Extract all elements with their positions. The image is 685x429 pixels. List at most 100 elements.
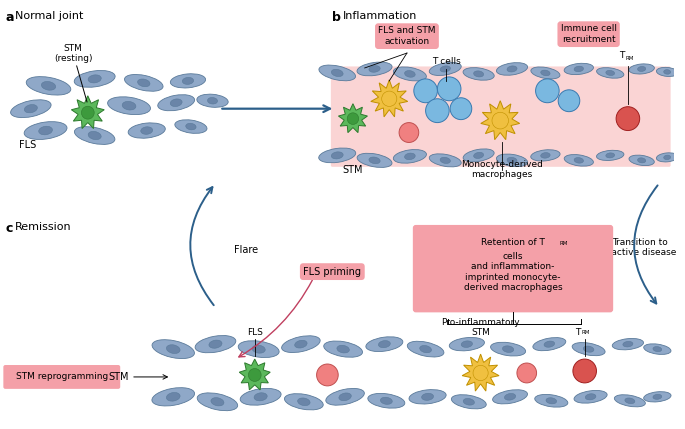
Ellipse shape — [507, 66, 517, 72]
Ellipse shape — [574, 390, 607, 403]
Ellipse shape — [429, 63, 461, 76]
Ellipse shape — [653, 394, 662, 399]
Circle shape — [347, 113, 359, 124]
Polygon shape — [481, 101, 520, 140]
Ellipse shape — [171, 99, 182, 106]
Ellipse shape — [186, 123, 196, 130]
Ellipse shape — [564, 154, 593, 166]
Ellipse shape — [638, 158, 646, 163]
Circle shape — [249, 369, 261, 381]
Ellipse shape — [380, 397, 393, 404]
Text: RM: RM — [626, 56, 634, 61]
Ellipse shape — [254, 393, 267, 401]
Ellipse shape — [497, 154, 527, 166]
Text: Remission: Remission — [15, 222, 72, 232]
Text: STM
(resting): STM (resting) — [54, 44, 92, 102]
Circle shape — [450, 98, 472, 120]
Ellipse shape — [597, 68, 624, 78]
Ellipse shape — [10, 100, 51, 118]
Ellipse shape — [357, 153, 392, 167]
Ellipse shape — [405, 153, 415, 160]
Text: FLS: FLS — [247, 328, 262, 337]
Ellipse shape — [664, 69, 671, 74]
Ellipse shape — [171, 74, 206, 88]
Ellipse shape — [152, 388, 195, 406]
Ellipse shape — [546, 398, 557, 404]
Ellipse shape — [158, 95, 195, 111]
Ellipse shape — [197, 393, 238, 411]
Ellipse shape — [606, 70, 614, 76]
Ellipse shape — [332, 69, 343, 76]
Text: T cells: T cells — [432, 57, 460, 66]
Ellipse shape — [473, 71, 484, 77]
Ellipse shape — [175, 120, 207, 133]
Ellipse shape — [429, 154, 461, 167]
Ellipse shape — [166, 393, 180, 401]
Ellipse shape — [409, 390, 446, 404]
Polygon shape — [371, 80, 408, 117]
Ellipse shape — [420, 345, 432, 353]
Ellipse shape — [337, 345, 349, 353]
Text: STM reprogramming: STM reprogramming — [16, 372, 108, 381]
Ellipse shape — [644, 392, 671, 402]
Text: Flare: Flare — [234, 245, 258, 255]
Text: Retention of T: Retention of T — [481, 238, 545, 247]
Ellipse shape — [75, 127, 115, 145]
Text: FLS: FLS — [19, 140, 36, 151]
Ellipse shape — [574, 66, 584, 72]
Ellipse shape — [319, 148, 356, 163]
Ellipse shape — [141, 127, 153, 134]
Ellipse shape — [209, 340, 222, 348]
Ellipse shape — [653, 347, 662, 352]
Ellipse shape — [614, 395, 645, 407]
Text: Pro-inflammatory
STM: Pro-inflammatory STM — [441, 318, 520, 337]
Text: Normal joint: Normal joint — [15, 11, 84, 21]
Ellipse shape — [152, 340, 195, 359]
Ellipse shape — [88, 131, 101, 140]
Ellipse shape — [25, 105, 38, 113]
Circle shape — [536, 79, 559, 103]
Ellipse shape — [507, 157, 517, 163]
Ellipse shape — [597, 150, 624, 160]
Ellipse shape — [195, 335, 236, 353]
Ellipse shape — [490, 342, 525, 356]
Ellipse shape — [463, 68, 494, 80]
Ellipse shape — [125, 75, 163, 91]
Text: FLS and STM
activation: FLS and STM activation — [378, 27, 436, 46]
Ellipse shape — [282, 336, 320, 353]
Ellipse shape — [368, 393, 405, 408]
Ellipse shape — [564, 63, 593, 75]
Ellipse shape — [26, 77, 71, 95]
Circle shape — [438, 77, 461, 101]
Ellipse shape — [531, 150, 560, 161]
Text: cells
and inflammation-
imprinted monocyte-
derived macrophages: cells and inflammation- imprinted monocy… — [464, 252, 562, 292]
Ellipse shape — [393, 150, 427, 163]
Text: STM: STM — [342, 165, 363, 175]
Text: RM: RM — [582, 330, 590, 335]
Polygon shape — [462, 354, 499, 391]
Ellipse shape — [284, 394, 323, 410]
Ellipse shape — [378, 341, 390, 347]
Ellipse shape — [629, 155, 654, 166]
Text: STM: STM — [108, 372, 129, 382]
Ellipse shape — [339, 393, 351, 401]
Ellipse shape — [504, 393, 516, 400]
Ellipse shape — [585, 394, 596, 400]
Ellipse shape — [422, 393, 434, 400]
FancyBboxPatch shape — [331, 66, 671, 167]
Ellipse shape — [664, 155, 671, 160]
Ellipse shape — [319, 65, 356, 81]
Ellipse shape — [644, 344, 671, 354]
Text: a: a — [5, 11, 14, 24]
Polygon shape — [239, 359, 270, 390]
Text: b: b — [332, 11, 341, 24]
Ellipse shape — [638, 66, 646, 72]
Ellipse shape — [122, 101, 136, 110]
Ellipse shape — [531, 67, 560, 79]
Ellipse shape — [584, 346, 594, 352]
Ellipse shape — [24, 122, 67, 139]
Ellipse shape — [451, 395, 486, 409]
Ellipse shape — [41, 82, 55, 90]
Circle shape — [616, 107, 640, 130]
Ellipse shape — [606, 153, 614, 158]
